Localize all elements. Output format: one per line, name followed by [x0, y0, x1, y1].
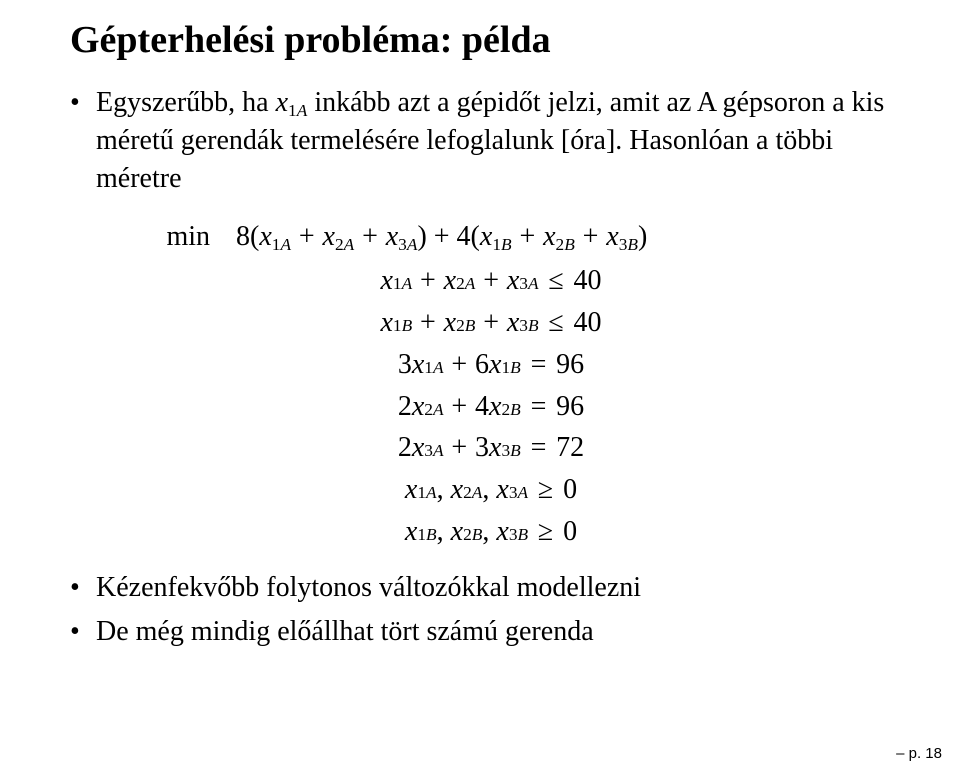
math-objective: min 8(x1A+x2A+x3A) + 4(x1B+x2B+x3B) — [70, 218, 912, 256]
x3b: x — [606, 221, 618, 252]
eq-icon: = — [521, 346, 556, 384]
constraint-1: x1A+x2A+x3A≤40 — [70, 262, 912, 300]
bullet-dot-icon: • — [70, 84, 96, 198]
obj-c1: 8( — [236, 221, 259, 252]
x3a: x — [386, 221, 398, 252]
bullet-1-pre: Egyszerűbb, ha — [96, 87, 276, 118]
slide-title: Gépterhelési probléma: példa — [70, 18, 912, 62]
bullet-1: • Egyszerűbb, ha x1A inkább azt a gépidő… — [70, 84, 912, 198]
constraint-3: 3x1A+6x1B=96 — [70, 346, 912, 384]
obj-c2: ) + 4( — [417, 221, 479, 252]
bullet-1-sub-num: 1 — [288, 101, 297, 120]
bullet-3-text: De még mindig előállhat tört számú geren… — [96, 613, 912, 651]
x1a: x — [259, 221, 271, 252]
bullet-1-sub: 1A — [288, 101, 307, 120]
bullet-2-text: Kézenfekvőbb folytonos változókkal model… — [96, 569, 912, 607]
plus-icon: + — [291, 221, 322, 252]
ge-icon: ≥ — [528, 471, 563, 509]
le-icon: ≤ — [539, 262, 574, 300]
bullet-dot-icon: • — [70, 569, 96, 607]
bullet-list: • Egyszerűbb, ha x1A inkább azt a gépidő… — [70, 84, 912, 650]
constraint-2: x1B+x2B+x3B≤40 — [70, 304, 912, 342]
obj-cend: ) — [638, 221, 647, 252]
x1b: x — [480, 221, 492, 252]
slide: Gépterhelési probléma: példa • Egyszerűb… — [0, 0, 960, 774]
bullet-3: • De még mindig előállhat tört számú ger… — [70, 613, 912, 651]
bullet-1-text: Egyszerűbb, ha x1A inkább azt a gépidőt … — [96, 84, 912, 198]
math-block: min 8(x1A+x2A+x3A) + 4(x1B+x2B+x3B) x1A+… — [70, 218, 912, 551]
x2a: x — [323, 221, 335, 252]
constraint-5: 2x3A+3x3B=72 — [70, 429, 912, 467]
obj-expr: 8(x1A+x2A+x3A) + 4(x1B+x2B+x3B) — [236, 218, 647, 256]
x2b: x — [543, 221, 555, 252]
bullet-1-sub-let: A — [297, 101, 308, 120]
constraint-6: x1A, x2A, x3A≥0 — [70, 471, 912, 509]
constraint-4: 2x2A+4x2B=96 — [70, 388, 912, 426]
bullet-dot-icon: • — [70, 613, 96, 651]
min-label: min — [70, 218, 236, 256]
constraint-7: x1B, x2B, x3B≥0 — [70, 513, 912, 551]
bullet-1-var: x — [276, 87, 288, 118]
bullet-2: • Kézenfekvőbb folytonos változókkal mod… — [70, 569, 912, 607]
page-number: – p. 18 — [896, 745, 942, 762]
